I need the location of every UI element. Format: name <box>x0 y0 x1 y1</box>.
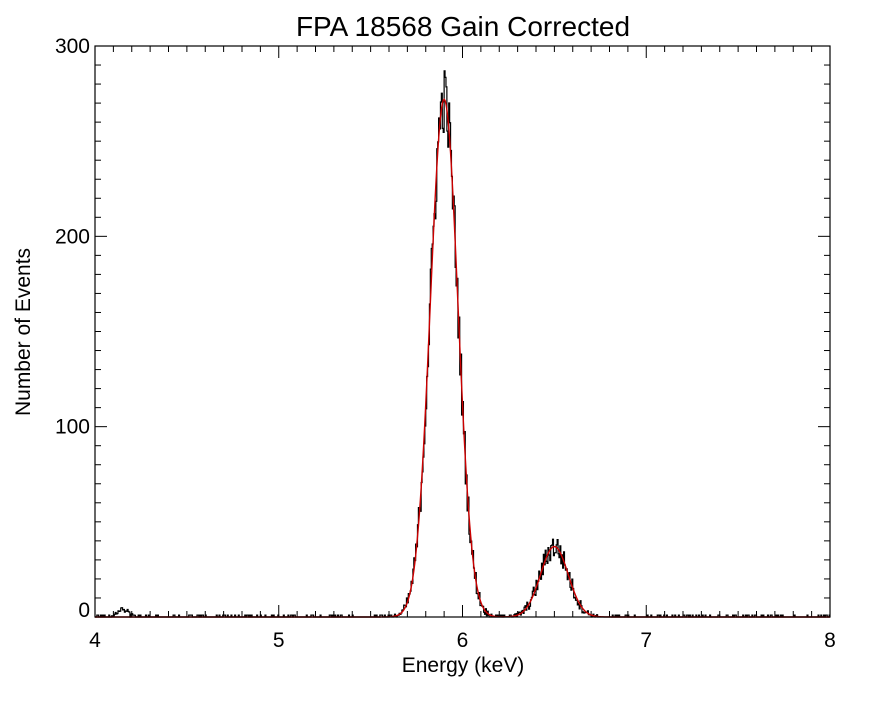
y-axis-label: Number of Events <box>12 248 35 416</box>
x-tick-label: 7 <box>640 629 652 652</box>
plot-frame <box>94 45 831 618</box>
y-tick-label: 300 <box>55 35 90 58</box>
y-tick-label: 100 <box>55 416 90 439</box>
x-tick-label: 6 <box>457 629 469 652</box>
gaussian-fit-series <box>95 98 830 618</box>
chart-title: FPA 18568 Gain Corrected <box>296 11 630 42</box>
tick-marks <box>94 45 831 618</box>
y-tick-label: 200 <box>55 225 90 248</box>
y-tick-labels: 0 100 200 300 <box>55 35 90 622</box>
histogram-series <box>95 70 830 618</box>
x-tick-label: 8 <box>824 629 836 652</box>
x-tick-label: 4 <box>89 629 101 652</box>
x-axis-label: Energy (keV) <box>402 654 525 677</box>
x-tick-labels: 4 5 6 7 8 <box>89 629 836 652</box>
x-tick-label: 5 <box>273 629 285 652</box>
y-tick-label: 0 <box>78 599 90 622</box>
